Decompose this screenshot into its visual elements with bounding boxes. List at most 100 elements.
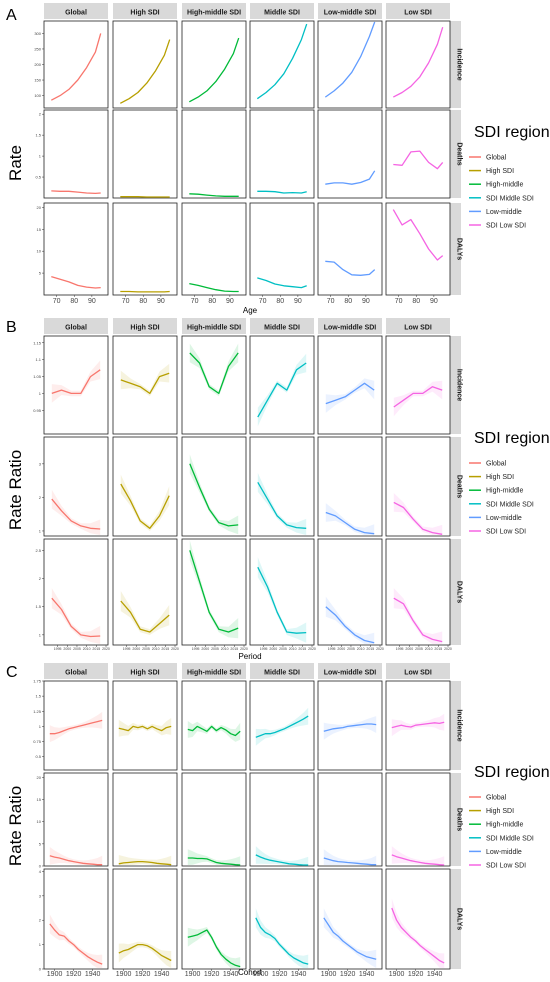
facet-panel-frame — [112, 868, 178, 970]
facet-title: Middle SDI — [264, 10, 300, 17]
y-tick-label: 5 — [39, 841, 42, 846]
series-line — [50, 33, 102, 101]
y-tick-label: 0.95 — [33, 408, 42, 413]
facet-panel — [43, 109, 109, 199]
y-tick-label: 1.05 — [33, 374, 42, 379]
legend-entry: Low-middle — [486, 209, 522, 216]
facet-panel-frame — [112, 109, 178, 199]
facet-panel — [249, 335, 315, 435]
x-tick-label: 1920 — [135, 971, 151, 978]
legend-entry: High-middle — [486, 822, 523, 829]
facet-panel-frame — [249, 202, 315, 296]
series-line — [119, 39, 171, 104]
facet-strip: Low SDI — [386, 663, 450, 679]
x-tick-label: 1920 — [272, 971, 288, 978]
x-tick-label: 1995 — [396, 647, 404, 651]
series-line — [120, 600, 170, 633]
series-line — [325, 606, 375, 644]
series-line — [325, 382, 375, 405]
y-tick-label: 300 — [34, 31, 41, 36]
y-tick-label: 150 — [34, 78, 41, 83]
facet-panel — [249, 868, 315, 970]
series-line — [51, 190, 101, 195]
x-tick-label: 1900 — [321, 971, 337, 978]
x-tick-label: 2020 — [240, 647, 248, 651]
facet-panel-frame — [385, 109, 451, 199]
x-tick-label: 2010 — [83, 647, 91, 651]
confidence-band — [325, 596, 375, 644]
x-tick-label: 1900 — [253, 971, 269, 978]
y-tick-label: 0.75 — [33, 739, 42, 744]
facet-panel-frame — [385, 202, 451, 296]
facet-title: High SDI — [130, 670, 159, 677]
facet-strip-bg — [44, 663, 108, 679]
facet-strip: High-middle SDI — [182, 3, 246, 19]
confidence-band — [189, 540, 239, 639]
facet-panel — [181, 538, 247, 646]
facet-panel — [385, 436, 451, 537]
panel-C: C Rate Ratio Global High SDI High-middle SDI… — [6, 663, 550, 978]
facet-panel-frame — [181, 20, 247, 109]
y-tick-label: 4 — [39, 869, 42, 874]
series-line — [393, 386, 443, 408]
y-tick-label: 1.5 — [35, 133, 41, 138]
facet-panel — [385, 202, 451, 296]
facet-title: Low SDI — [404, 670, 432, 677]
facet-panel-frame — [317, 202, 383, 296]
x-tick-label: 1940 — [154, 971, 170, 978]
series-line — [325, 260, 376, 276]
facet-panel — [317, 20, 383, 109]
x-tick-label: 90 — [362, 298, 370, 305]
series-line — [255, 917, 309, 965]
facet-panel — [385, 109, 451, 199]
facet-strip-bg — [250, 318, 314, 334]
x-tick-label: 2010 — [425, 647, 433, 651]
facet-panel — [317, 868, 383, 970]
row-title: DALYs — [456, 238, 463, 260]
facet-title: Middle SDI — [264, 325, 300, 332]
x-tick-label: 2015 — [92, 647, 100, 651]
facet-panel-frame — [317, 109, 383, 199]
x-tick-label: 90 — [294, 298, 302, 305]
y-axis-title: Rate Ratio — [6, 450, 25, 530]
x-tick-label: 1940 — [427, 971, 443, 978]
facet-panel — [385, 772, 451, 867]
x-tick-label: 1940 — [223, 971, 239, 978]
x-tick-label: 1995 — [123, 647, 131, 651]
facet-strip-bg — [113, 318, 177, 334]
facet-title: Global — [65, 325, 87, 332]
series-line — [393, 501, 443, 535]
facet-panel — [317, 680, 383, 771]
legend-entry: Low-middle — [486, 849, 522, 856]
y-tick-label: 1 — [39, 942, 42, 947]
facet-strip: Middle SDI — [250, 663, 314, 679]
series-line — [391, 721, 445, 729]
facet-panel — [181, 772, 247, 867]
panel-letter: B — [6, 319, 17, 336]
panel-letter: C — [6, 664, 18, 681]
y-tick-label: 5 — [39, 271, 42, 276]
confidence-band — [393, 380, 443, 417]
facet-strip-bg — [182, 318, 246, 334]
row-title: Incidence — [456, 709, 463, 741]
x-tick-label: 80 — [139, 298, 147, 305]
row-strip-bg — [449, 869, 461, 969]
x-tick-label: 90 — [226, 298, 234, 305]
facet-strip-bg — [44, 318, 108, 334]
confidence-band — [393, 588, 443, 644]
facet-panel-frame — [249, 109, 315, 199]
facet-panel — [317, 109, 383, 199]
series-line — [187, 857, 241, 866]
series-line — [391, 907, 445, 964]
facet-strip-bg — [250, 663, 314, 679]
facet-panel — [112, 538, 178, 646]
facet-panel — [317, 538, 383, 646]
facet-title: High-middle SDI — [187, 325, 241, 332]
series-line — [393, 597, 443, 643]
series-line — [256, 23, 308, 100]
row-strip: Incidence — [449, 681, 463, 770]
facet-panel-frame — [249, 538, 315, 646]
facet-panel-frame — [385, 436, 451, 537]
facet-panel-frame — [249, 680, 315, 771]
y-tick-label: 1 — [39, 391, 42, 396]
